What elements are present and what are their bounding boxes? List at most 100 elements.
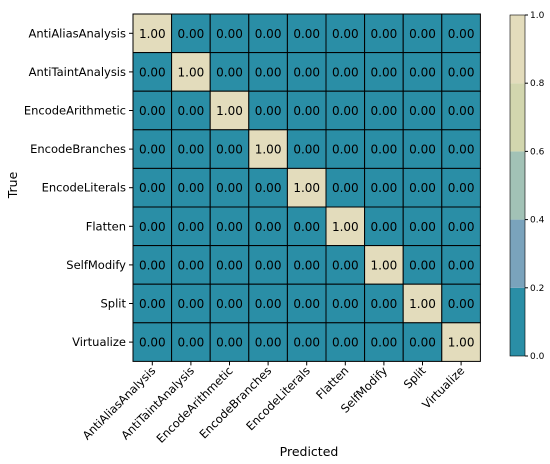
cell-value-label: 0.00 xyxy=(409,336,436,350)
cell-value-label: 1.00 xyxy=(371,258,398,272)
cell-value-label: 0.00 xyxy=(448,65,475,79)
cell-value-label: 0.00 xyxy=(293,258,320,272)
heatmap-cell xyxy=(441,167,481,208)
heatmap-cell xyxy=(286,52,327,92)
cell-value-label: 0.00 xyxy=(448,143,475,157)
cell-value-label: 0.00 xyxy=(409,65,436,79)
cell-value-label: 0.00 xyxy=(216,297,243,311)
heatmap-cell xyxy=(209,206,250,247)
cell-value-label: 0.00 xyxy=(178,297,205,311)
heatmap-cell xyxy=(402,52,443,92)
cell-value-label: 0.00 xyxy=(332,27,359,41)
heatmap-cell xyxy=(171,206,211,247)
heatmap-cell xyxy=(286,283,327,324)
cell-value-label: 1.00 xyxy=(332,220,359,234)
cell-value-label: 0.00 xyxy=(293,336,320,350)
heatmap-cell xyxy=(286,90,327,131)
cell-value-label: 1.00 xyxy=(293,181,320,195)
cell-value-label: 0.00 xyxy=(409,220,436,234)
heatmap-cell xyxy=(171,129,211,169)
cell-value-label: 0.00 xyxy=(332,65,359,79)
cell-value-label: 0.00 xyxy=(371,297,398,311)
cell-value-label: 0.00 xyxy=(332,336,359,350)
heatmap-cell xyxy=(209,90,250,131)
colorbar-bin xyxy=(510,151,525,220)
cell-value-label: 0.00 xyxy=(371,65,398,79)
cell-value-label: 0.00 xyxy=(371,336,398,350)
cell-value-label: 1.00 xyxy=(216,104,243,118)
cell-value-label: 1.00 xyxy=(255,143,282,157)
cell-value-label: 0.00 xyxy=(216,143,243,157)
colorbar-tick-label: 0.4 xyxy=(530,216,545,226)
cell-value-label: 0.00 xyxy=(178,104,205,118)
cell-value-label: 0.00 xyxy=(255,220,282,234)
cell-value-label: 0.00 xyxy=(139,258,166,272)
colorbar-tick-label: 0.8 xyxy=(530,79,545,89)
heatmap-cell xyxy=(325,283,366,324)
y-tick-label: Flatten xyxy=(86,219,126,233)
cell-value-label: 0.00 xyxy=(409,181,436,195)
heatmap-cell xyxy=(132,283,173,324)
cell-value-label: 0.00 xyxy=(409,104,436,118)
heatmap-cell xyxy=(286,206,327,247)
heatmap-cell xyxy=(286,322,327,362)
heatmap-cell xyxy=(132,206,173,247)
heatmap-cell xyxy=(286,245,327,285)
heatmap-cell xyxy=(364,52,404,92)
cell-value-label: 0.00 xyxy=(178,27,205,41)
y-tick-label: Split xyxy=(101,297,127,311)
colorbar: 0.0 0.2 0.4 0.6 0.8 1.0 xyxy=(509,11,545,362)
cell-value-label: 0.00 xyxy=(332,104,359,118)
heatmap-cell xyxy=(132,90,173,131)
cell-value-label: 0.00 xyxy=(371,104,398,118)
heatmap-cell xyxy=(325,206,366,247)
cell-value-label: 0.00 xyxy=(448,297,475,311)
heatmap-cell xyxy=(171,322,211,362)
heatmap-cell xyxy=(441,322,481,362)
heatmap-cells: 1.00 0.00 0.00 0.00 0.00 0.00 0.00 0.00 0.00 0.00… xyxy=(132,13,481,362)
x-tick-label: Split xyxy=(401,363,429,391)
cell-value-label: 0.00 xyxy=(332,143,359,157)
heatmap-cell xyxy=(132,52,173,92)
cell-value-label: 0.00 xyxy=(216,336,243,350)
cell-value-label: 0.00 xyxy=(216,258,243,272)
cell-value-label: 0.00 xyxy=(178,181,205,195)
x-tick-labels: AntiAliasAnalysisAntiTaintAnalysisEncode… xyxy=(80,361,467,446)
heatmap-cell xyxy=(325,322,366,362)
heatmap-cell xyxy=(441,90,481,131)
cell-value-label: 0.00 xyxy=(216,181,243,195)
y-tick-label: EncodeBranches xyxy=(30,142,126,156)
heatmap-cell xyxy=(364,283,404,324)
heatmap-cell xyxy=(171,90,211,131)
cell-value-label: 1.00 xyxy=(139,27,166,41)
heatmap-cell xyxy=(132,167,173,208)
cell-value-label: 0.00 xyxy=(409,143,436,157)
heatmap-cell xyxy=(402,206,443,247)
colorbar-frame xyxy=(509,14,526,357)
cell-value-label: 0.00 xyxy=(293,220,320,234)
colorbar-bin xyxy=(510,287,525,356)
y-tick-labels: AntiAliasAnalysis AntiTaintAnalysis Encode… xyxy=(24,26,133,349)
x-tick-label: Virtualize xyxy=(419,364,467,412)
cell-value-label: 0.00 xyxy=(293,143,320,157)
cell-value-label: 0.00 xyxy=(371,27,398,41)
cell-value-label: 0.00 xyxy=(139,104,166,118)
heatmap-cell xyxy=(441,129,481,169)
heatmap-cell xyxy=(441,206,481,247)
cell-value-label: 0.00 xyxy=(139,181,166,195)
cell-value-label: 0.00 xyxy=(293,104,320,118)
cell-value-label: 0.00 xyxy=(178,258,205,272)
heatmap-cell xyxy=(132,322,173,362)
y-tick-label: EncodeArithmetic xyxy=(24,104,126,118)
heatmap-cell xyxy=(364,322,404,362)
cell-value-label: 0.00 xyxy=(139,65,166,79)
cell-value-label: 0.00 xyxy=(139,143,166,157)
heatmap-cell xyxy=(132,245,173,285)
cell-value-label: 0.00 xyxy=(255,65,282,79)
heatmap-cell xyxy=(132,129,173,169)
y-tick-label: EncodeLiterals xyxy=(42,181,126,195)
cell-value-label: 0.00 xyxy=(216,220,243,234)
cell-value-label: 0.00 xyxy=(255,27,282,41)
heatmap-cell xyxy=(248,206,288,247)
